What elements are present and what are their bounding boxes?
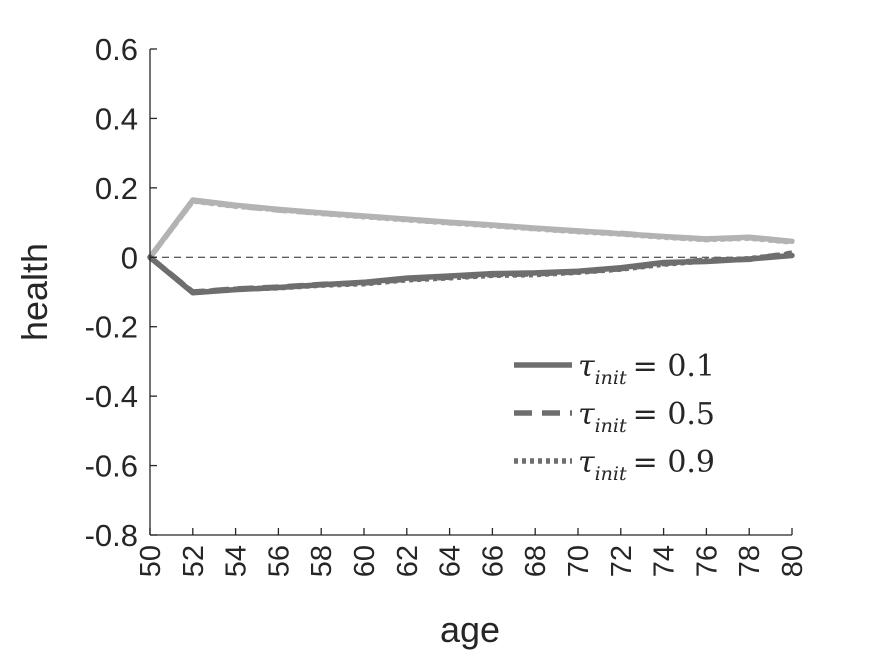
legend: τinit = 0.1 τinit = 0.5 τinit = 0.9 [514,349,715,485]
x-tick-label: 78 [734,545,766,577]
y-tick-label: 0 [121,240,138,275]
y-tick-label: 0.2 [95,171,138,206]
x-tick-label: 72 [606,545,638,577]
y-tick-label: -0.4 [85,379,138,414]
series-line-upper-dashed [147,197,793,259]
y-tick-label: -0.6 [85,449,138,484]
x-tick-label: 56 [263,545,295,577]
y-tick-label: 0.4 [95,101,138,136]
x-tick-label: 76 [691,545,723,577]
x-tick-label: 70 [563,545,595,577]
y-axis-title: health [14,243,55,341]
x-tick-label: 60 [349,545,381,577]
y-tick-label: 0.6 [95,32,138,67]
y-tick-label: -0.8 [85,518,138,553]
x-tick-label: 74 [649,545,681,577]
x-tick-label: 52 [178,545,210,577]
legend-label: τinit = 0.9 [578,445,715,485]
x-tick-label: 50 [135,545,167,577]
y-tick-label: -0.2 [85,310,138,345]
plot-area [147,197,795,296]
series-line-lower-dashed [148,250,793,295]
x-tick-label: 64 [435,545,467,577]
x-tick-label: 62 [392,545,424,577]
x-tick-label: 66 [477,545,509,577]
x-tick-label: 58 [306,545,338,577]
legend-label: τinit = 0.5 [578,397,715,437]
x-tick-label: 54 [221,545,253,577]
series-line-upper-solid [147,197,795,261]
legend-label: τinit = 0.1 [578,349,715,389]
x-axis-title: age [440,609,500,650]
x-tick-label: 68 [520,545,552,577]
x-tick-label: 80 [777,545,809,577]
axes: 0.6 0.4 0.2 0 -0.2 -0.4 -0.6 -0.850 52 54 56 58 60 62… [85,32,809,577]
